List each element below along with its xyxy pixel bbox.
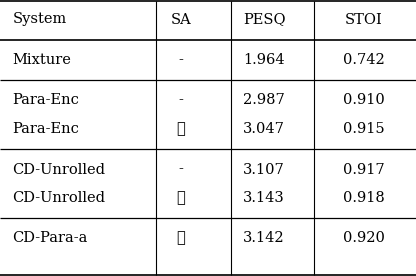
Text: 0.920: 0.920 bbox=[343, 232, 385, 245]
Text: STOI: STOI bbox=[345, 12, 383, 26]
Text: Para-Enc: Para-Enc bbox=[12, 94, 79, 107]
Text: 3.107: 3.107 bbox=[243, 163, 285, 176]
Text: ✓: ✓ bbox=[176, 122, 186, 136]
Text: SA: SA bbox=[171, 12, 191, 26]
Text: CD-Unrolled: CD-Unrolled bbox=[12, 163, 106, 176]
Text: 1.964: 1.964 bbox=[243, 53, 285, 67]
Text: System: System bbox=[12, 12, 67, 26]
Text: 3.047: 3.047 bbox=[243, 122, 285, 136]
Text: 3.143: 3.143 bbox=[243, 191, 285, 205]
Text: ✓: ✓ bbox=[176, 232, 186, 245]
Text: -: - bbox=[178, 163, 183, 176]
Text: -: - bbox=[178, 94, 183, 107]
Text: 0.742: 0.742 bbox=[343, 53, 385, 67]
Text: 0.910: 0.910 bbox=[343, 94, 385, 107]
Text: Mixture: Mixture bbox=[12, 53, 72, 67]
Text: 0.915: 0.915 bbox=[343, 122, 385, 136]
Text: 0.917: 0.917 bbox=[343, 163, 385, 176]
Text: CD-Para-a: CD-Para-a bbox=[12, 232, 88, 245]
Text: 3.142: 3.142 bbox=[243, 232, 285, 245]
Text: ✓: ✓ bbox=[176, 191, 186, 205]
Text: 2.987: 2.987 bbox=[243, 94, 285, 107]
Text: CD-Unrolled: CD-Unrolled bbox=[12, 191, 106, 205]
Text: -: - bbox=[178, 53, 183, 67]
Text: Para-Enc: Para-Enc bbox=[12, 122, 79, 136]
Text: PESQ: PESQ bbox=[243, 12, 285, 26]
Text: 0.918: 0.918 bbox=[343, 191, 385, 205]
